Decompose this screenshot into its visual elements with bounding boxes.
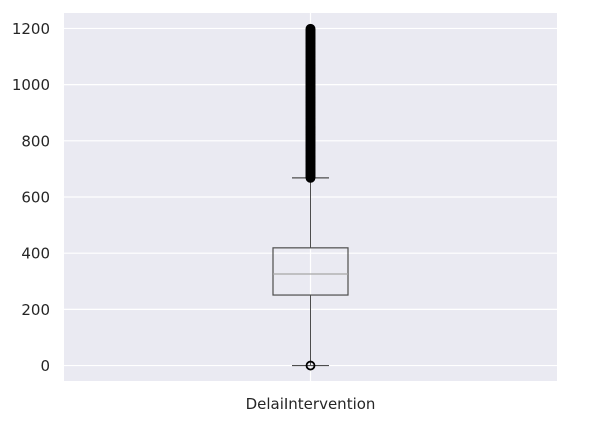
y-tick-label: 200: [21, 301, 50, 319]
x-tick-label: DelaiIntervention: [246, 395, 376, 413]
y-tick-label: 1000: [12, 76, 50, 94]
outlier-point: [305, 23, 316, 34]
iqr-box: [272, 247, 349, 296]
y-tick-label: 400: [21, 245, 50, 263]
x-tick-labels: DelaiIntervention: [246, 395, 376, 413]
outlier-point: [305, 360, 316, 371]
y-tick-label: 800: [21, 132, 50, 150]
y-tick-label: 600: [21, 189, 50, 207]
box-DelaiIntervention: [272, 23, 349, 371]
box-layer: [272, 23, 349, 371]
y-tick-label: 1200: [12, 20, 50, 38]
y-tick-label: 0: [40, 357, 50, 375]
y-tick-labels: 0 200 400 600 800 1000 1200: [12, 20, 50, 375]
